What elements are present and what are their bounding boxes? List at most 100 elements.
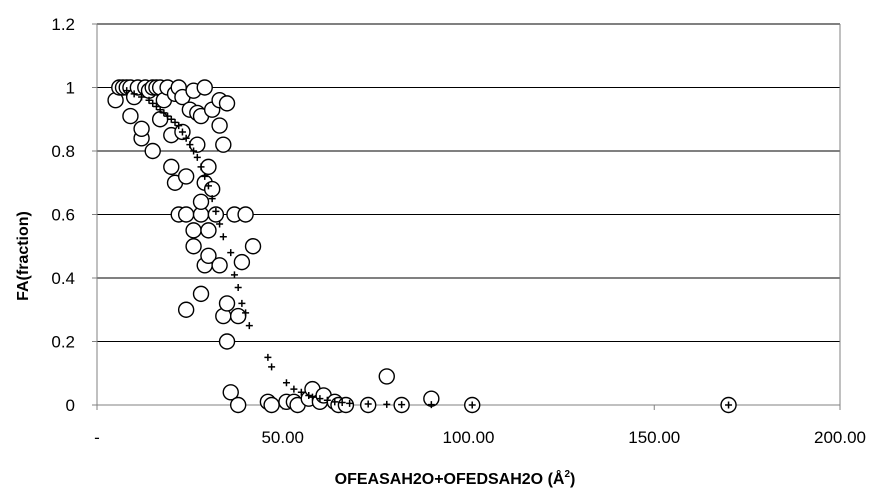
plus-point-37 (316, 395, 324, 403)
circle-point-32 (185, 238, 202, 255)
plus-point-30 (264, 353, 272, 361)
circle-point-43 (200, 222, 217, 239)
circle-point-29 (177, 206, 195, 223)
x-tick-label-3: 150.00 (628, 428, 680, 447)
plus-point-31 (268, 363, 276, 371)
plus-point-23 (219, 233, 227, 241)
plus-point-27 (238, 299, 246, 307)
circle-point-51 (211, 117, 228, 134)
plus-point-41 (346, 399, 354, 407)
circle-point-75 (337, 396, 355, 414)
x-tick-label-0: - (94, 428, 100, 447)
plus-point-4 (149, 99, 157, 107)
y-axis-title: FA(fraction) (15, 211, 32, 301)
circle-point-60 (229, 307, 247, 325)
circle-point-61 (233, 253, 251, 271)
y-tick-label-4: 0.8 (51, 142, 75, 161)
plus-point-9 (167, 115, 175, 123)
plus-point-43 (383, 400, 391, 408)
y-tick-label-6: 1.2 (51, 15, 75, 34)
circle-point-37 (192, 193, 210, 211)
plus-point-11 (175, 122, 183, 130)
circle-point-62 (237, 206, 254, 223)
plus-point-20 (208, 195, 216, 203)
circle-point-65 (263, 396, 280, 414)
x-axis-title-superscript: 2 (564, 469, 570, 480)
plus-point-16 (193, 153, 201, 161)
x-tick-labels: - 50.00 100.00 150.00 200.00 (94, 428, 866, 447)
circle-point-45 (200, 247, 217, 264)
circle-point-46 (203, 180, 221, 198)
plus-point-1 (130, 90, 138, 98)
plus-point-12 (178, 128, 186, 136)
plus-point-38 (323, 396, 331, 404)
x-tick-label-1: 50.00 (261, 428, 304, 447)
circle-point-28 (177, 301, 195, 318)
circle-point-42 (196, 79, 213, 96)
plus-point-10 (171, 118, 179, 126)
plus-point-34 (297, 388, 305, 396)
plus-point-46 (468, 401, 476, 409)
circle-point-15 (151, 111, 169, 128)
x-axis-title-end: ) (570, 471, 575, 488)
plus-point-32 (282, 379, 290, 387)
plus-point-25 (230, 271, 238, 279)
x-axis-title: OFEASAH2O+OFEDSAH2O (Å2) (335, 469, 576, 488)
plus-point-13 (182, 134, 190, 142)
circle-point-56 (218, 295, 236, 312)
plus-point-5 (152, 103, 160, 111)
x-tick-label-4: 200.00 (814, 428, 866, 447)
plus-point-8 (164, 112, 172, 120)
plus-point-15 (190, 147, 198, 155)
plus-point-19 (204, 182, 212, 190)
circle-point-77 (378, 368, 395, 385)
plus-point-29 (245, 322, 253, 330)
y-tick-label-2: 0.4 (51, 269, 75, 288)
y-tick-label-3: 0.6 (51, 206, 75, 225)
circle-point-4 (122, 107, 139, 125)
plus-point-22 (216, 220, 224, 228)
circle-point-63 (244, 238, 262, 255)
plus-point-24 (227, 249, 235, 257)
circle-point-31 (185, 222, 202, 239)
plus-point-33 (290, 385, 298, 393)
circle-point-57 (222, 384, 239, 401)
y-tick-label-0: 0 (66, 396, 75, 415)
circle-point-20 (163, 158, 180, 176)
x-tick-label-2: 100.00 (443, 428, 495, 447)
circle-point-9 (133, 120, 150, 137)
plus-point-2 (138, 93, 146, 101)
plus-point-17 (197, 163, 205, 171)
circle-point-52 (215, 136, 232, 153)
plus-point-6 (156, 106, 164, 114)
plus-point-42 (364, 400, 372, 408)
plus-point-47 (725, 401, 733, 409)
plus-point-26 (234, 284, 242, 292)
circle-point-55 (218, 95, 236, 112)
plus-point-40 (338, 398, 346, 406)
plus-point-39 (331, 398, 339, 406)
plus-point-14 (186, 141, 194, 149)
y-tick-labels: 0 0.2 0.4 0.6 0.8 1 1.2 (51, 15, 75, 415)
plus-point-28 (242, 309, 250, 317)
plus-point-21 (212, 207, 220, 215)
plus-point-3 (145, 96, 153, 104)
x-axis-title-main: OFEASAH2O+OFEDSAH2O (Å (335, 469, 565, 488)
plus-point-18 (201, 172, 209, 180)
series-plus-markers (123, 87, 733, 409)
plus-point-36 (308, 393, 316, 401)
plus-point-7 (160, 109, 168, 117)
circle-point-54 (218, 333, 236, 350)
y-tick-label-1: 0.2 (51, 333, 75, 352)
circle-point-59 (229, 396, 247, 414)
y-tick-label-5: 1 (66, 79, 75, 98)
circle-point-49 (211, 257, 228, 274)
circle-point-27 (177, 168, 195, 185)
plus-point-44 (398, 401, 406, 409)
plus-point-45 (427, 401, 435, 409)
plus-point-35 (305, 391, 313, 399)
circle-point-38 (192, 285, 210, 303)
plus-point-0 (123, 87, 131, 95)
